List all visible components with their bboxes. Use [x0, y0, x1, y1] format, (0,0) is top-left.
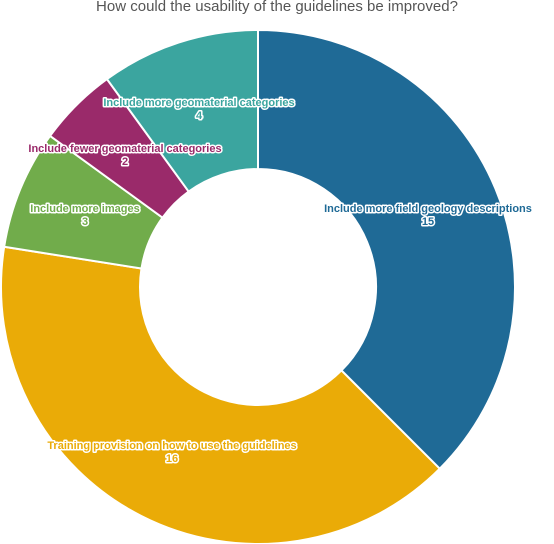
slice-value-3: 3 [82, 216, 88, 228]
slice-value-1: 15 [422, 216, 434, 228]
slice-label-5: Include more geomaterial categories [103, 97, 294, 109]
slice-label-4: Include fewer geomaterial categories [28, 143, 221, 155]
slice-value-5: 4 [196, 110, 203, 122]
slice-label-1: Include more field geology descriptions [324, 203, 532, 215]
slice-value-2: 16 [166, 453, 178, 465]
slice-value-4: 2 [122, 156, 128, 168]
donut-slice-1 [257, 28, 516, 471]
donut-slice-5 [105, 28, 259, 193]
chart-title: How could the usability of the guideline… [96, 0, 458, 15]
slice-label-2: Training provision on how to use the gui… [47, 440, 296, 452]
donut-slice-2 [0, 245, 442, 544]
slice-label-3: Include more images [30, 203, 139, 215]
